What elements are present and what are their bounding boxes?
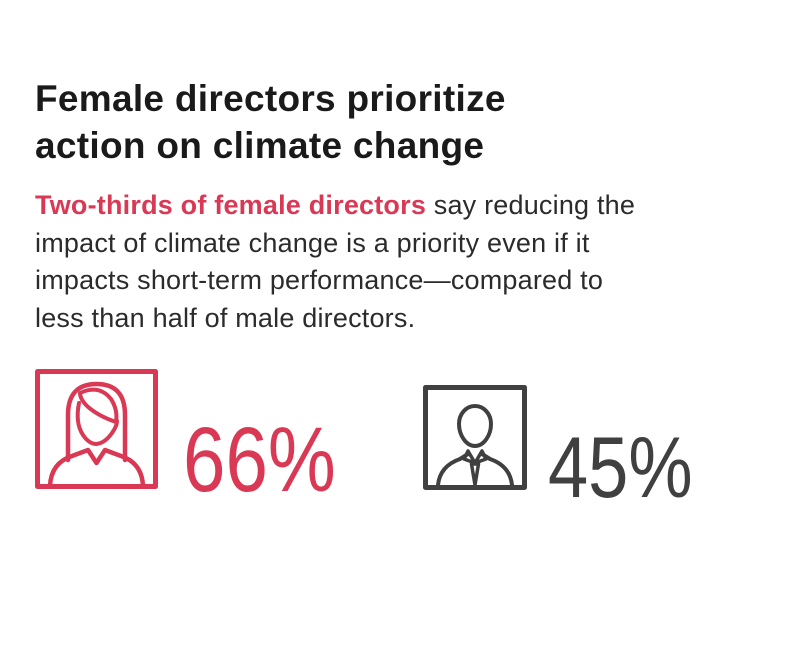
page-title: Female directors prioritize action on cl… [35,78,506,166]
male-director-icon [423,385,527,490]
female-director-icon [35,369,158,489]
female-percentage: 66% [183,409,336,511]
intro-paragraph: Two-thirds of female directors say reduc… [35,187,750,337]
male-percentage: 45% [548,420,693,516]
intro-highlight: Two-thirds of female directors [35,190,427,220]
intro-rest: say reducing the impact of climate chang… [35,190,636,333]
